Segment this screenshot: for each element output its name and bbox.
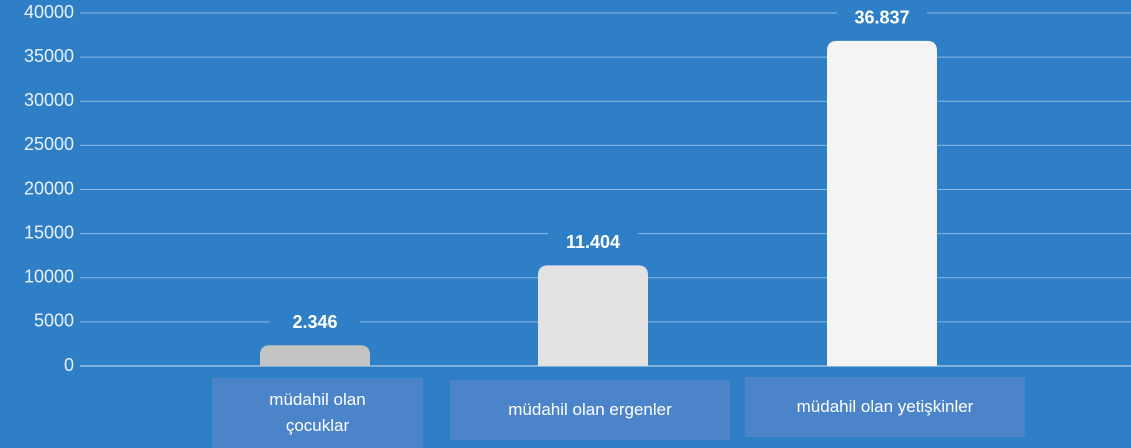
value-label-bg	[270, 309, 360, 336]
value-label: 2.346	[292, 312, 337, 332]
y-tick-label: 10000	[24, 267, 74, 287]
x-tick-label: müdahil olan ergenler	[450, 380, 730, 440]
value-label-bg	[548, 229, 638, 256]
x-tick-label: müdahil olan yetişkinler	[745, 377, 1025, 437]
x-tick-label: müdahil olan çocuklar	[212, 378, 423, 448]
bar	[260, 345, 370, 366]
y-tick-label: 35000	[24, 46, 74, 66]
y-tick-label: 40000	[24, 2, 74, 22]
y-tick-label: 5000	[34, 311, 74, 331]
value-label-bg	[837, 4, 927, 31]
y-tick-label: 25000	[24, 134, 74, 154]
y-tick-label: 15000	[24, 222, 74, 242]
y-tick-label: 20000	[24, 178, 74, 198]
bar	[538, 265, 648, 366]
bar	[827, 40, 937, 366]
value-label: 36.837	[854, 8, 909, 28]
y-tick-label: 30000	[24, 90, 74, 110]
value-label: 11.404	[566, 232, 620, 252]
y-tick-label: 0	[64, 355, 74, 375]
